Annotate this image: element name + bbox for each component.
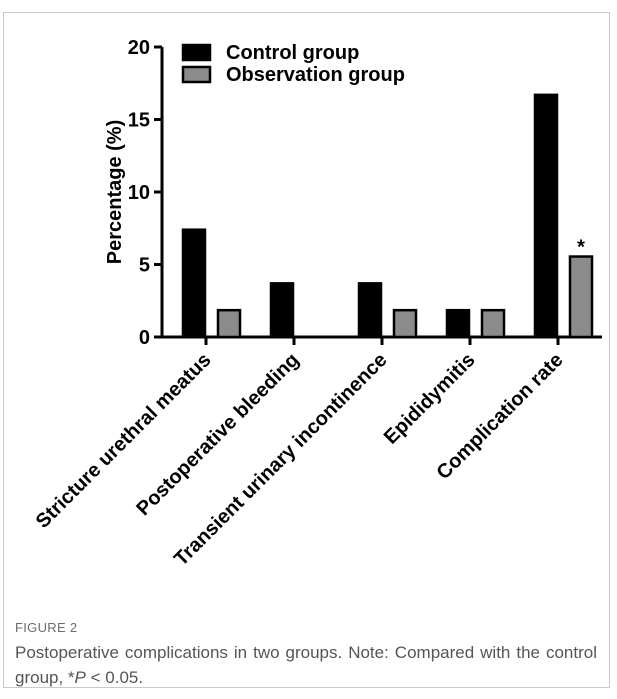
bar-control-4	[533, 93, 559, 339]
bar-observation-3	[480, 308, 506, 339]
figure-caption: Postoperative complications in two group…	[15, 640, 597, 690]
caption-p: P	[74, 668, 86, 687]
bar-control-3	[445, 308, 471, 339]
bar-chart: 0 5 10 15 20 Percentage (%) Stricture urethral…	[32, 37, 602, 570]
y-axis-title: Percentage (%)	[104, 120, 126, 265]
x-category-label: Stricture urethral meatus	[32, 349, 216, 533]
bar-control-0	[181, 228, 207, 339]
y-tick-label: 15	[128, 110, 150, 132]
figure-frame	[3, 12, 610, 688]
legend-swatch-control	[181, 43, 212, 62]
significance-marker: *	[577, 237, 585, 259]
x-category-label: Postoperative bleeding	[132, 349, 303, 520]
y-tick-label: 0	[139, 327, 150, 349]
caption-tail: < 0.05.	[85, 668, 144, 687]
bar-control-2	[357, 282, 383, 339]
bar-observation-0	[216, 308, 242, 339]
x-category-label: Epididymitis	[380, 349, 480, 449]
legend-label-observation: Observation group	[226, 64, 405, 86]
bar-observation-2	[392, 308, 418, 339]
bar-control-1	[269, 282, 295, 339]
chart-layer: 0 5 10 15 20 Percentage (%) Stricture urethral…	[32, 37, 602, 570]
y-tick-label: 5	[139, 255, 150, 277]
figure-label: FIGURE 2	[15, 620, 78, 635]
legend-swatch-observation	[181, 65, 212, 84]
y-tick-label: 10	[128, 182, 150, 204]
legend-label-control: Control group	[226, 42, 359, 64]
bar-observation-4	[568, 255, 594, 339]
y-tick-label: 20	[128, 37, 150, 59]
caption-main: Postoperative complications in two group…	[15, 643, 597, 687]
